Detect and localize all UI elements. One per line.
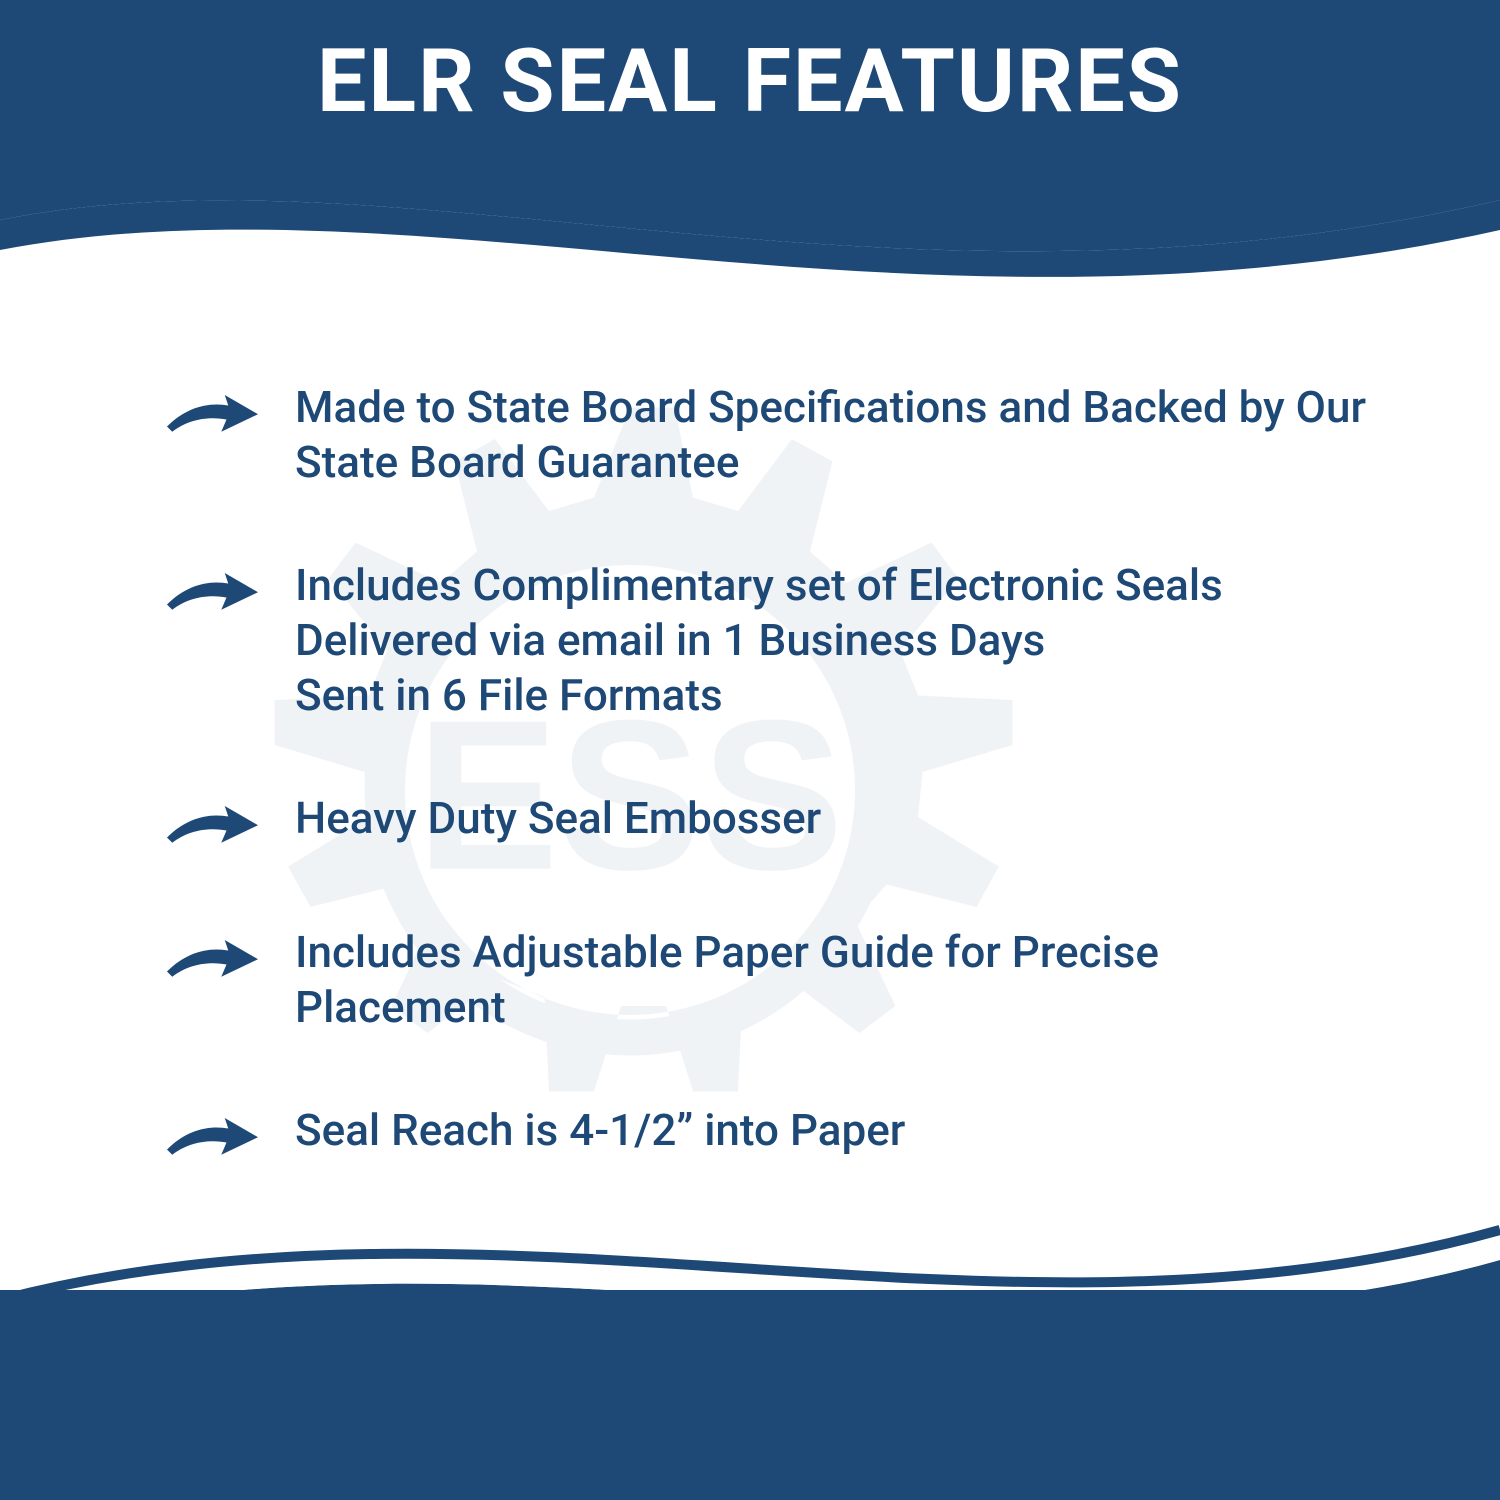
feature-item: Seal Reach is 4-1/2” into Paper	[160, 1103, 1380, 1169]
feature-text: Heavy Duty Seal Embosser	[295, 791, 821, 846]
page-title: ELR SEAL FEATURES	[317, 30, 1183, 133]
arrow-icon	[160, 386, 265, 446]
feature-item: Includes Complimentary set of Electronic…	[160, 558, 1380, 723]
feature-text: Includes Complimentary set of Electronic…	[295, 558, 1380, 723]
arrow-icon	[160, 1109, 265, 1169]
arrow-icon	[160, 564, 265, 624]
footer-band	[0, 1290, 1500, 1500]
arrow-icon	[160, 797, 265, 857]
feature-item: Heavy Duty Seal Embosser	[160, 791, 1380, 857]
feature-text: Made to State Board Specifications and B…	[295, 380, 1380, 490]
feature-item: Made to State Board Specifications and B…	[160, 380, 1380, 490]
arrow-icon	[160, 931, 265, 991]
feature-list: Made to State Board Specifications and B…	[160, 380, 1380, 1237]
feature-text: Includes Adjustable Paper Guide for Prec…	[295, 925, 1380, 1035]
feature-item: Includes Adjustable Paper Guide for Prec…	[160, 925, 1380, 1035]
feature-text: Seal Reach is 4-1/2” into Paper	[295, 1103, 905, 1158]
infographic-container: ESS ELR SEAL FEATURES Made to State Boar…	[0, 0, 1500, 1500]
